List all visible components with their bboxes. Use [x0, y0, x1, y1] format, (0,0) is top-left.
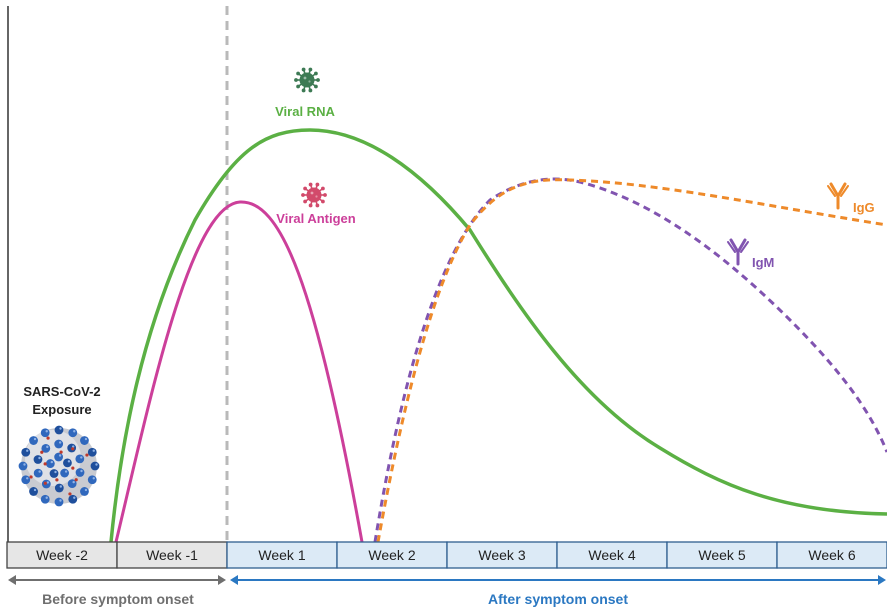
week-cell: Week 1 — [226, 541, 338, 569]
igg-curve — [376, 178, 887, 543]
exposure-label-line1: SARS-CoV-2 — [23, 384, 100, 399]
week-label: Week 3 — [478, 547, 525, 563]
igm-label: IgM — [752, 255, 774, 270]
week-label: Week 5 — [698, 547, 745, 563]
week-label: Week -1 — [146, 547, 198, 563]
week-label: Week 1 — [258, 547, 305, 563]
igm-antibody-icon — [727, 238, 749, 266]
week-label: Week -2 — [36, 547, 88, 563]
viral-rna-virus-icon — [294, 67, 320, 93]
exposure-label-line2: Exposure — [32, 402, 91, 417]
week-label: Week 6 — [808, 547, 855, 563]
week-cell: Week 2 — [336, 541, 448, 569]
igm-curve — [373, 177, 887, 543]
viral-rna-curve — [109, 128, 887, 543]
week-cell: Week -1 — [116, 541, 228, 569]
coronavirus-particle-icon — [18, 425, 100, 507]
igg-label: IgG — [853, 200, 875, 215]
viral-antigen-virus-icon — [301, 182, 327, 208]
after-onset-arrow — [230, 575, 886, 585]
after-onset-label: After symptom onset — [488, 591, 628, 607]
viral-antigen-curve — [114, 200, 364, 543]
week-cell: Week 5 — [666, 541, 778, 569]
week-cell: Week 3 — [446, 541, 558, 569]
week-axis: Week -2 Week -1 Week 1 Week 2 Week 3 Week 4 We… — [6, 541, 887, 569]
week-cell: Week 4 — [556, 541, 668, 569]
before-onset-label: Before symptom onset — [42, 591, 194, 607]
igg-antibody-icon — [827, 182, 849, 210]
week-label: Week 2 — [368, 547, 415, 563]
viral-antigen-label: Viral Antigen — [276, 211, 356, 226]
week-label: Week 4 — [588, 547, 635, 563]
week-cell: Week 6 — [776, 541, 887, 569]
week-cell: Week -2 — [6, 541, 118, 569]
viral-rna-label: Viral RNA — [275, 104, 335, 119]
before-onset-arrow — [8, 575, 226, 585]
